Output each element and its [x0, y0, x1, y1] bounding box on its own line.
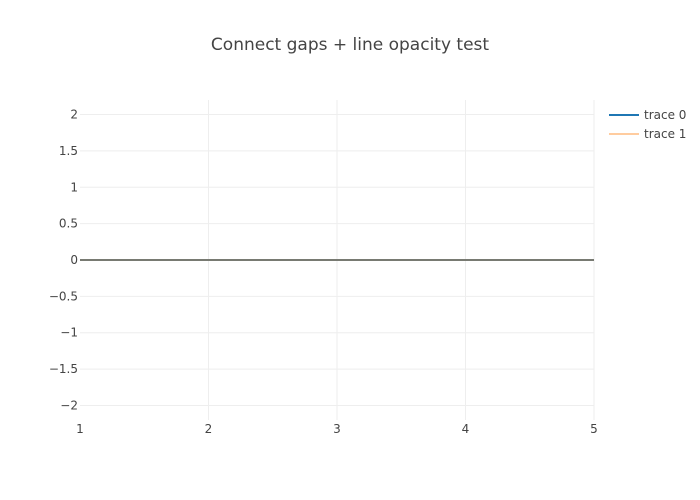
legend-label: trace 1 — [644, 127, 686, 141]
y-tick-label: 0 — [70, 253, 78, 267]
x-tick-label: 5 — [590, 422, 598, 436]
x-tick-labels: 1 2 3 4 5 — [76, 422, 598, 436]
x-tick-label: 3 — [333, 422, 341, 436]
y-tick-label: −2 — [60, 398, 78, 412]
legend[interactable]: trace 0 trace 1 — [609, 108, 686, 141]
y-tick-label: 0.5 — [59, 217, 78, 231]
x-tick-label: 4 — [462, 422, 470, 436]
x-tick-label: 1 — [76, 422, 84, 436]
legend-item-0[interactable]: trace 0 — [609, 108, 686, 122]
y-tick-label: 1.5 — [59, 144, 78, 158]
y-tick-labels: 2 1.5 1 0.5 0 −0.5 −1 −1.5 −2 — [49, 108, 78, 413]
y-tick-label: −1.5 — [49, 362, 78, 376]
y-tick-label: 1 — [70, 180, 78, 194]
chart-title: Connect gaps + line opacity test — [211, 35, 489, 55]
y-tick-label: −0.5 — [49, 289, 78, 303]
legend-label: trace 0 — [644, 108, 686, 122]
x-tick-label: 2 — [205, 422, 213, 436]
y-tick-label: −1 — [60, 326, 78, 340]
legend-item-1[interactable]: trace 1 — [609, 127, 686, 141]
y-tick-label: 2 — [70, 108, 78, 122]
